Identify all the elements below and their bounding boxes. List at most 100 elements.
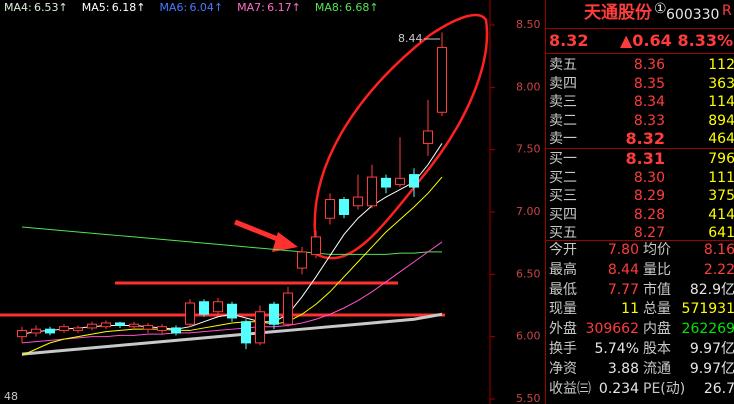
candle-body	[157, 326, 167, 331]
quote-text: 894	[708, 112, 734, 129]
candle-body	[353, 196, 363, 207]
quote-text: R	[722, 3, 732, 19]
candle-body	[185, 302, 195, 325]
candle-body	[59, 326, 69, 331]
candle-body	[129, 323, 139, 328]
quote-text: 8.44	[607, 261, 639, 278]
quote-text: 8.33%	[677, 31, 733, 50]
candle-body	[87, 323, 97, 329]
separator	[546, 53, 734, 54]
y-tick-label: 8.50	[516, 18, 541, 31]
corner-label: 48	[4, 390, 18, 403]
candle-body	[381, 177, 391, 188]
arrow-head	[272, 232, 298, 252]
quote-text: 600330	[666, 7, 720, 23]
separator	[546, 148, 734, 149]
quote-text: 8.27	[633, 225, 665, 241]
candle-body	[395, 177, 405, 186]
quote-text: 天通股份	[584, 3, 652, 23]
highlight-ellipse	[313, 13, 489, 260]
candle-body	[311, 236, 321, 255]
y-tick-label: 8.00	[516, 80, 541, 93]
ma-line	[21, 312, 443, 356]
quote-text: 111	[708, 169, 734, 186]
candle-body	[367, 176, 377, 207]
quote-text: 375	[708, 188, 734, 204]
candle-body	[199, 301, 209, 315]
quote-text: 股本	[643, 341, 671, 357]
quote-text: 8.30	[633, 169, 665, 186]
separator	[546, 28, 734, 29]
quote-text: 现量	[549, 301, 577, 318]
quote-text: 9.97亿	[689, 341, 734, 357]
quote-text: 买三	[549, 188, 577, 204]
quote-text: ▲0.64	[620, 31, 672, 50]
quote-text: PE(动)	[643, 380, 686, 397]
candle-body	[423, 130, 433, 144]
quote-text: 309662	[585, 321, 639, 338]
candle-body	[297, 251, 307, 269]
legend-label: MA6:	[159, 1, 187, 14]
quote-text: 363	[708, 75, 734, 92]
candle-body	[31, 328, 41, 334]
legend-value: 6.53↑	[34, 1, 68, 14]
quote-text: 5.74%	[594, 341, 639, 357]
quote-text: 112	[708, 57, 734, 73]
candle-body	[213, 301, 223, 313]
quote-text: 买四	[549, 206, 577, 223]
legend-value: 6.18↑	[112, 1, 146, 14]
quote-text: 26.7	[703, 380, 734, 397]
quote-text: 卖四	[549, 75, 577, 92]
quote-text: 3.88	[607, 360, 639, 377]
high-label: 8.44	[398, 32, 423, 45]
y-tick-label: 6.50	[516, 267, 541, 280]
quote-text: 外盘	[549, 321, 577, 338]
quote-text: 464	[708, 131, 734, 147]
quote-text: 11	[621, 301, 639, 318]
separator	[546, 240, 734, 241]
y-tick-label: 7.50	[516, 143, 541, 156]
ma-line	[21, 241, 443, 344]
candle-body	[171, 327, 181, 334]
candle-body	[17, 329, 27, 338]
candle-body	[283, 292, 293, 325]
quote-text: 卖二	[549, 112, 577, 129]
quote-text: 最低	[549, 281, 577, 298]
ma-line	[21, 226, 442, 255]
quote-text: 8.31	[625, 149, 665, 168]
candle-body	[437, 46, 447, 113]
quote-text: ①	[654, 1, 667, 17]
quote-text: 7.80	[607, 242, 639, 258]
quote-text: 内盘	[643, 321, 671, 338]
quote-text: 262269	[681, 321, 734, 338]
quote-text: 114	[708, 94, 734, 110]
quote-text: 卖五	[549, 57, 577, 73]
candle-body	[101, 322, 111, 328]
candle-body	[269, 303, 279, 325]
candle-body	[255, 311, 265, 344]
quote-text: 今开	[549, 242, 577, 258]
legend-label: MA5:	[82, 1, 110, 14]
quote-text: 买五	[549, 225, 577, 241]
quote-text: 市值	[643, 281, 671, 298]
legend-label: MA7:	[237, 1, 265, 14]
quote-text: 0.234	[598, 380, 639, 397]
quote-text: 2.22	[703, 261, 734, 278]
candle-body	[241, 321, 251, 344]
candle-body	[227, 303, 237, 319]
quote-text: 8.32	[625, 129, 665, 148]
y-tick-label: 5.50	[516, 392, 541, 404]
quote-text: 8.35	[633, 75, 665, 92]
quote-text: 卖一	[549, 131, 577, 147]
quote-text: 8.32	[549, 31, 589, 50]
quote-text: 收益㈢	[549, 380, 591, 397]
quote-text: 量比	[643, 261, 671, 278]
candle-body	[143, 324, 153, 330]
quote-text: 最高	[549, 261, 577, 278]
quote-text: 换手	[549, 341, 577, 357]
quote-text: 414	[708, 206, 734, 223]
quote-text: 买一	[549, 151, 577, 167]
chart: 8.44 48 5.50 6.00 6.50 7.00 7.50 8.00 8.50 MA4:…	[0, 0, 541, 404]
quote-text: 净资	[549, 360, 577, 377]
